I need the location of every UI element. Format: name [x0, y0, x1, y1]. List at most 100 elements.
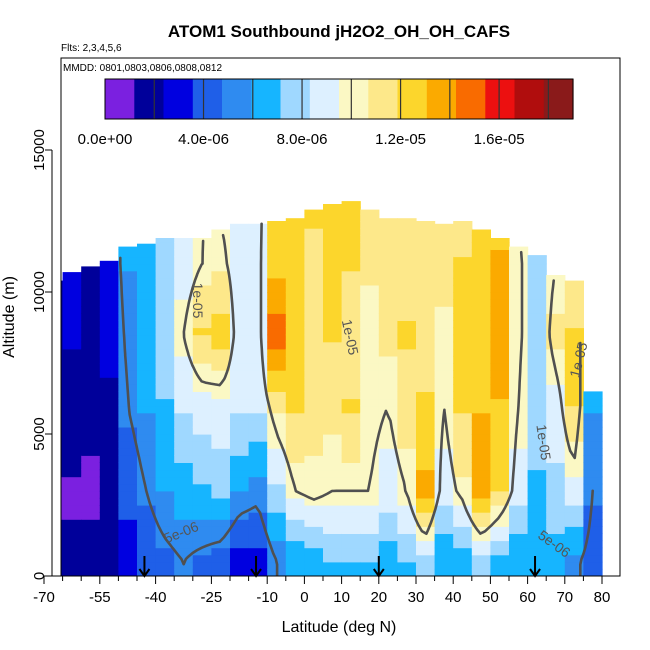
heatmap-cell — [267, 405, 287, 414]
heatmap-cell — [416, 277, 436, 286]
heatmap-cell — [248, 284, 268, 293]
heatmap-cell — [81, 526, 101, 534]
heatmap-cell — [378, 284, 398, 293]
heatmap-cell — [304, 327, 324, 336]
heatmap-cell — [434, 355, 454, 364]
heatmap-cell — [323, 242, 343, 250]
heatmap-cell — [527, 384, 547, 392]
heatmap-cell — [360, 540, 380, 549]
heatmap-cell — [248, 256, 268, 265]
heatmap-cell — [267, 391, 287, 400]
heatmap-cell — [248, 242, 268, 250]
heatmap-cell — [137, 519, 157, 527]
heatmap-cell — [81, 568, 101, 576]
heatmap-cell — [81, 284, 101, 293]
heatmap-cell — [61, 476, 64, 485]
heatmap-cell — [564, 391, 584, 400]
heatmap-cell — [527, 434, 547, 442]
heatmap-cell — [341, 476, 361, 485]
heatmap-cell — [564, 568, 584, 576]
heatmap-cell — [62, 412, 82, 421]
heatmap-cell — [416, 547, 436, 556]
heatmap-cell — [267, 284, 287, 293]
heatmap-cell — [397, 568, 417, 576]
heatmap-cell — [323, 434, 343, 442]
heatmap-cell — [416, 462, 436, 471]
heatmap-cell — [230, 242, 250, 250]
heatmap-cell — [434, 483, 454, 492]
heatmap-cell — [471, 412, 491, 421]
heatmap-cell — [174, 526, 194, 534]
heatmap-cell — [62, 341, 82, 350]
heatmap-cell — [137, 313, 157, 321]
heatmap-cell — [267, 228, 287, 236]
heatmap-cell — [434, 398, 454, 407]
heatmap-cell — [527, 334, 547, 343]
heatmap-cell — [61, 469, 64, 478]
heatmap-cell — [81, 398, 101, 407]
heatmap-cell — [62, 540, 82, 549]
heatmap-cell — [360, 355, 380, 364]
heatmap-cell — [304, 213, 324, 222]
heatmap-cell — [378, 277, 398, 286]
heatmap-cell — [341, 313, 361, 321]
heatmap-cell — [564, 469, 584, 478]
heatmap-cell — [99, 512, 119, 520]
heatmap-cell — [174, 277, 194, 286]
heatmap-cell — [304, 554, 324, 563]
heatmap-cell — [137, 320, 157, 329]
heatmap-cell — [378, 540, 398, 549]
heatmap-cell — [155, 377, 175, 385]
heatmap-cell — [527, 363, 547, 371]
heatmap-cell — [211, 483, 231, 492]
heatmap-cell — [397, 256, 417, 265]
colorbar-tick-label: 0.0e+00 — [78, 131, 133, 148]
heatmap-cell — [490, 483, 510, 492]
heatmap-cell — [118, 412, 138, 421]
heatmap-cell — [341, 483, 361, 492]
heatmap-cell — [61, 441, 64, 449]
heatmap-cell — [211, 348, 231, 357]
heatmap-cell — [527, 561, 547, 570]
heatmap-cell — [471, 497, 491, 506]
heatmap-cell — [323, 455, 343, 463]
heatmap-cell — [192, 448, 212, 456]
heatmap-cell — [341, 228, 361, 236]
colorbar-swatch — [514, 79, 545, 119]
heatmap-cell — [62, 384, 82, 392]
heatmap-cell — [267, 412, 287, 421]
heatmap-cell — [546, 306, 566, 314]
heatmap-cell — [211, 505, 231, 513]
heatmap-cell — [360, 306, 380, 314]
heatmap-cell — [118, 512, 138, 520]
heatmap-cell — [81, 497, 101, 506]
heatmap-cell — [453, 256, 473, 265]
heatmap-cell — [434, 263, 454, 272]
heatmap-cell — [509, 370, 529, 378]
heatmap-cell — [62, 292, 82, 300]
heatmap-cell — [397, 526, 417, 534]
colorbar-swatch — [134, 79, 165, 119]
heatmap-cell — [118, 348, 138, 357]
heatmap-cell — [509, 568, 529, 576]
heatmap-cell — [453, 554, 473, 563]
heatmap-cell — [137, 512, 157, 520]
heatmap-cell — [192, 490, 212, 499]
heatmap-cell — [81, 434, 101, 442]
heatmap-cell — [192, 277, 212, 286]
heatmap-cell — [323, 206, 343, 215]
colorbar-swatch — [397, 79, 428, 119]
heatmap-cell — [323, 334, 343, 343]
heatmap-cell — [490, 256, 510, 265]
heatmap-cell — [341, 512, 361, 520]
heatmap-cell — [323, 292, 343, 300]
heatmap-cell — [118, 476, 138, 485]
heatmap-cell — [490, 277, 510, 286]
heatmap-cell — [211, 229, 231, 236]
heatmap-cell — [546, 469, 566, 478]
heatmap-cell — [490, 363, 510, 371]
heatmap-cell — [285, 405, 305, 414]
heatmap-cell — [378, 483, 398, 492]
heatmap-cell — [155, 263, 175, 272]
heatmap-cell — [546, 377, 566, 385]
